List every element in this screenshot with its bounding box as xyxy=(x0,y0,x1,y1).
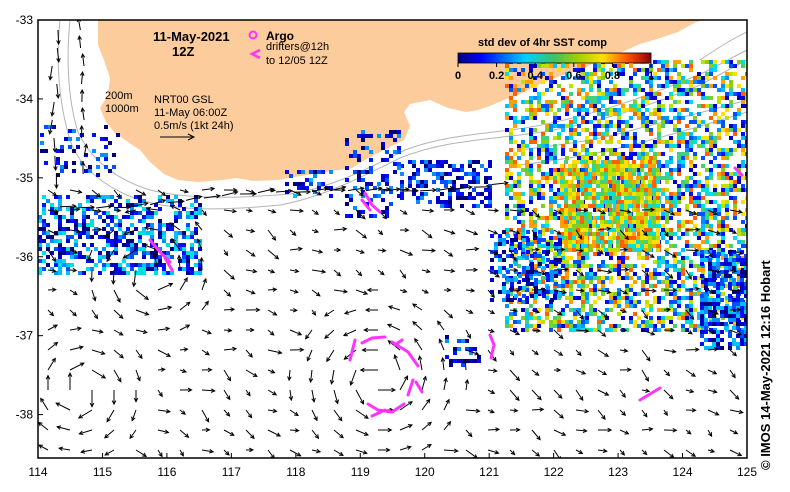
y-tick-label: -36 xyxy=(16,250,34,264)
colorbar xyxy=(457,52,652,64)
y-tick-label: -35 xyxy=(16,171,34,185)
y-tick-label: -34 xyxy=(16,92,34,106)
x-tick-label: 125 xyxy=(737,465,757,479)
colorbar-tick-label: 0.2 xyxy=(489,70,504,82)
colorbar-tick-label: 0.6 xyxy=(566,70,581,82)
plot-frame xyxy=(37,19,748,459)
analysis-time-label: 11-May 06:00Z xyxy=(154,107,227,119)
drifter-tracks xyxy=(148,166,744,418)
x-tick-label: 121 xyxy=(479,465,499,479)
drifters-label-2: to 12/05 12Z xyxy=(266,55,328,67)
scale-arrow-icon xyxy=(160,133,196,141)
x-axis: 114 115 116 117 118 119 120 121 122 123 124 125 xyxy=(28,453,757,479)
y-tick-label: -37 xyxy=(16,329,34,343)
colorbar-tick-label: 0.8 xyxy=(605,70,620,82)
map-time: 12Z xyxy=(172,44,194,59)
x-tick-label: 117 xyxy=(222,465,241,479)
x-tick-label: 122 xyxy=(544,465,564,479)
x-tick-label: 115 xyxy=(93,465,112,479)
x-tick-label: 116 xyxy=(157,465,176,479)
y-axis: -33 -34 -35 -36 -37 -38 xyxy=(16,13,43,422)
x-tick-label: 124 xyxy=(673,465,693,479)
x-tick-label: 118 xyxy=(286,465,305,479)
source-label: NRT00 GSL xyxy=(154,94,214,106)
y-tick-label: -38 xyxy=(16,408,34,422)
drifters-label-1: drifters@12h xyxy=(266,41,329,53)
current-vectors xyxy=(38,20,744,458)
drifter-icon xyxy=(249,48,261,60)
argo-label: Argo xyxy=(266,29,294,43)
colorbar-title: std dev of 4hr SST comp xyxy=(478,37,607,49)
colorbar-ticks: 0 0.2 0.4 0.6 0.8 1 xyxy=(455,63,654,82)
colorbar-tick-label: 0.4 xyxy=(528,70,544,82)
x-tick-label: 114 xyxy=(28,465,47,479)
argo-icon xyxy=(248,30,258,40)
isobath-200m-label: 200m xyxy=(105,90,133,102)
x-tick-label: 123 xyxy=(608,465,628,479)
credit-text: © IMOS 14-May-2021 12:16 Hobart xyxy=(758,260,773,470)
x-tick-label: 119 xyxy=(351,465,370,479)
colorbar-tick-label: 0 xyxy=(455,70,461,82)
colorbar-tick-label: 1 xyxy=(648,70,654,82)
x-tick-label: 120 xyxy=(415,465,435,479)
y-tick-label: -33 xyxy=(16,13,34,27)
sst-stddev-field xyxy=(38,60,747,367)
scale-label: 0.5m/s (1kt 24h) xyxy=(154,120,233,132)
map-date: 11-May-2021 xyxy=(153,29,230,44)
isobath-1000m-label: 1000m xyxy=(105,103,139,115)
